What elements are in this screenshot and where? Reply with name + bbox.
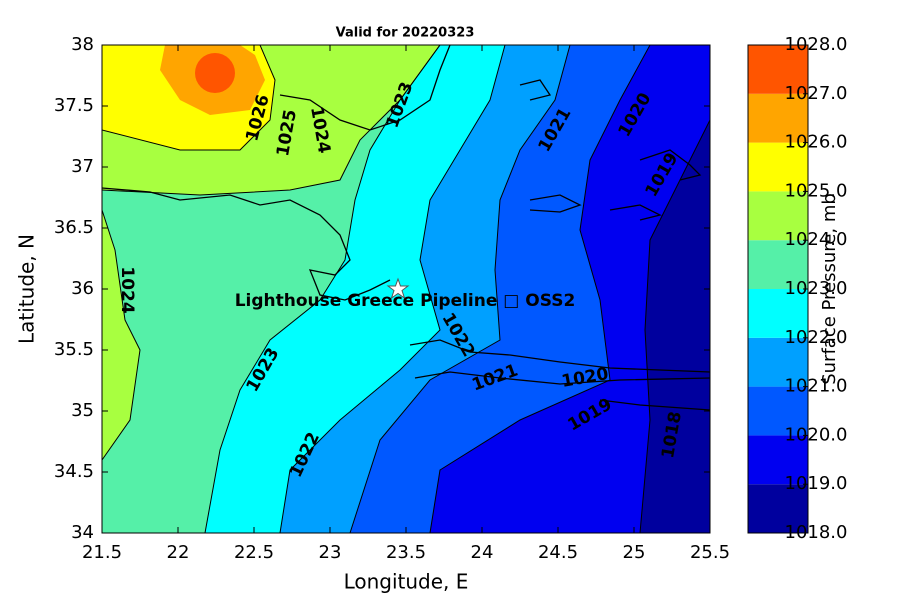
x-tick-label: 25 bbox=[623, 542, 646, 563]
site-marker bbox=[386, 277, 410, 300]
colorbar-tick-label: 1020.0 bbox=[785, 424, 848, 445]
colorbar-tick-label: 1022.0 bbox=[785, 327, 848, 348]
x-tick-label: 22.5 bbox=[234, 542, 274, 563]
x-tick-label: 23.5 bbox=[386, 542, 426, 563]
colorbar-band bbox=[748, 45, 808, 94]
colorbar-band bbox=[748, 93, 808, 143]
colorbar-tick-label: 1026.0 bbox=[785, 132, 848, 153]
colorbar-band bbox=[748, 337, 808, 387]
colorbar-tick-label: 1027.0 bbox=[785, 83, 848, 104]
map-title: Valid for 20220323 bbox=[336, 26, 475, 41]
contour-label: 1024 bbox=[117, 266, 137, 313]
colorbar-band bbox=[748, 289, 808, 338]
x-tick-label: 24 bbox=[471, 542, 494, 563]
y-tick-label: 37 bbox=[71, 156, 94, 177]
x-tick-label: 24.5 bbox=[538, 542, 578, 563]
y-tick-label: 37.5 bbox=[54, 95, 94, 116]
x-tick-label: 21.5 bbox=[82, 542, 122, 563]
y-tick-label: 36.5 bbox=[54, 217, 94, 238]
y-tick-label: 35 bbox=[71, 400, 94, 421]
colorbar-band bbox=[748, 386, 808, 436]
colorbar-band bbox=[748, 142, 808, 192]
y-tick-label: 34.5 bbox=[54, 461, 94, 482]
colorbar-tick-label: 1024.0 bbox=[785, 229, 848, 250]
colorbar-tick-label: 1019.0 bbox=[785, 473, 848, 494]
colorbar-band bbox=[748, 240, 808, 289]
colorbar-label: Surface Pressure, mb bbox=[819, 193, 840, 385]
y-tick-label: 36 bbox=[71, 278, 94, 299]
x-tick-label: 25.5 bbox=[690, 542, 730, 563]
y-axis-label: Latitude, N bbox=[15, 234, 39, 344]
colorbar-tick-label: 1028.0 bbox=[785, 34, 848, 55]
site-label: Lighthouse Greece Pipeline □ OSS2 bbox=[235, 291, 576, 311]
y-tick-label: 38 bbox=[71, 34, 94, 55]
pressure-field bbox=[102, 45, 710, 533]
y-tick-label: 34 bbox=[71, 522, 94, 543]
colorbar-band bbox=[748, 191, 808, 241]
x-tick-label: 22 bbox=[167, 542, 190, 563]
x-axis-label: Longitude, E bbox=[344, 570, 469, 594]
colorbar-tick-label: 1021.0 bbox=[785, 376, 848, 397]
x-tick-label: 23 bbox=[319, 542, 342, 563]
colorbar-band bbox=[748, 484, 808, 533]
colorbar-band bbox=[748, 435, 808, 485]
y-tick-label: 35.5 bbox=[54, 339, 94, 360]
colorbar-tick-label: 1023.0 bbox=[785, 278, 848, 299]
colorbar-tick-label: 1018.0 bbox=[785, 522, 848, 543]
colorbar-tick-label: 1025.0 bbox=[785, 180, 848, 201]
